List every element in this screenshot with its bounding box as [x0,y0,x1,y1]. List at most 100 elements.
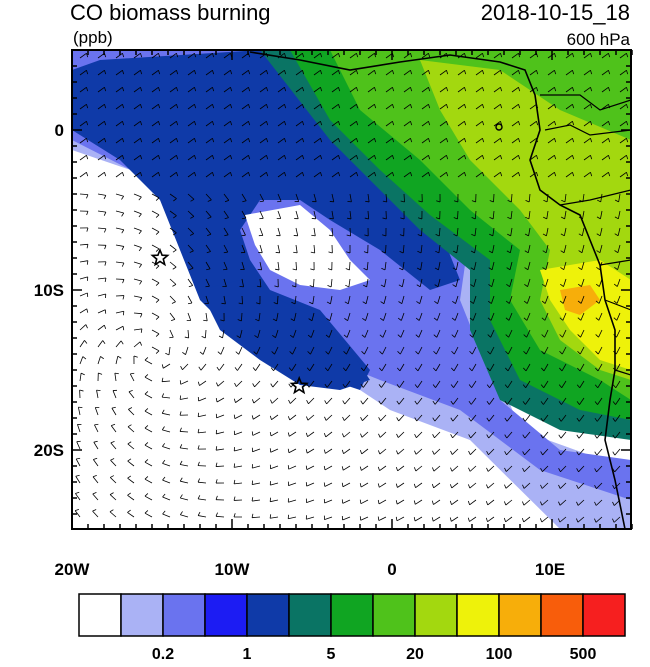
wind-barb-flag [392,121,395,126]
wind-barb-flag [248,155,251,160]
wind-barb [179,431,189,433]
wind-barb [93,459,99,467]
wind-barb [580,312,585,321]
wind-barb [115,310,124,314]
wind-barb-flag [469,317,474,321]
wind-barb [613,499,621,506]
wind-barb [615,380,621,388]
wind-barb-flag [558,451,562,456]
wind-barb [270,499,279,503]
wind-barb [215,515,225,518]
wind-barb [151,278,160,284]
wind-barb-flag [86,244,89,249]
wind-barb-flag [104,245,107,250]
wind-barb-flag [155,248,160,252]
wind-barb-flag [215,479,218,484]
wind-barb [326,397,333,405]
wind-barb [542,431,549,439]
wind-barb-flag [410,104,413,109]
wind-barb-flag [608,53,611,58]
wind-barb [434,431,441,439]
wind-barb-flag [242,200,247,203]
wind-barb [331,103,339,110]
wind-barb-flag [432,400,436,405]
wind-barb [562,329,567,338]
wind-barb [205,154,213,161]
wind-barb-flag [302,104,305,109]
wind-barb [169,120,177,127]
wind-barb-flag [359,449,363,455]
wind-barb [581,261,585,270]
wind-barb-flag [400,217,405,220]
wind-barb [546,227,549,236]
wind-barb [525,380,531,388]
wind-barb-flag [320,104,323,109]
wind-barb [97,86,105,93]
wind-barb [349,210,352,219]
wind-barb [133,86,141,93]
wind-barb-flag [256,285,261,288]
wind-barb-flag [554,155,557,160]
wind-barb [475,86,483,93]
wind-barb [294,295,297,304]
wind-barb [345,363,351,372]
wind-barb-flag [138,213,142,218]
wind-barb-flag [518,53,521,58]
wind-barb [601,171,609,178]
wind-barb-flag [342,416,345,421]
wind-barb-flag [379,351,383,355]
wind-barb-flag [307,334,312,338]
wind-barb [421,86,429,93]
wind-barb-flag [395,483,398,488]
wind-barb-flag [432,384,436,388]
wind-barb-flag [560,267,565,271]
wind-barb [400,329,405,338]
wind-barb [97,340,104,348]
wind-barb [77,424,81,433]
wind-barb-flag [212,53,215,58]
wind-barb [598,312,603,321]
wind-barb [457,86,465,93]
wind-barb [187,261,194,269]
wind-barb [583,137,591,144]
wind-barb-flag [414,367,419,372]
wind-barb [471,346,477,355]
wind-barb-flag [506,233,511,237]
wind-barb-flag [374,155,377,160]
wind-barb-flag [536,87,539,92]
wind-barb [180,514,189,518]
wind-barb [259,193,265,202]
wind-barb-flag [215,512,218,517]
wind-barb [474,210,477,220]
wind-barb-flag [161,377,164,382]
wind-barb-flag [500,155,503,160]
wind-barb [596,465,603,473]
wind-barb [510,227,513,236]
wind-barb [433,448,441,455]
wind-barb [546,193,549,202]
wind-barb [457,210,459,220]
wind-barb [115,325,124,331]
wind-barb-flag [554,87,557,92]
wind-barb-flag [626,53,629,58]
wind-barb [421,137,429,144]
wind-barb [92,510,99,518]
wind-barb [378,499,387,505]
wind-barb [255,363,261,371]
wind-barb-flag [121,229,125,234]
wind-barb-flag [230,104,233,109]
wind-barb [595,516,603,523]
wind-barb-flag [197,461,200,466]
wind-barb-flag [612,518,615,523]
wind-barb-flag [104,228,107,233]
wind-barb-flag [558,384,563,389]
wind-barb [115,137,123,144]
wind-barb [399,380,405,388]
wind-barb-flag [594,484,597,489]
wind-barb-flag [179,444,183,449]
wind-barb [546,210,549,219]
wind-barb [434,414,441,422]
wind-barb-flag [542,267,547,271]
wind-barb [601,154,609,161]
wind-barb-flag [433,350,437,355]
